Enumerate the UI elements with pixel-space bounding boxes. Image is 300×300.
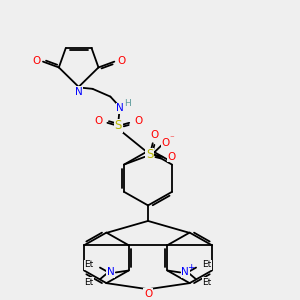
- Text: O: O: [161, 138, 170, 148]
- Text: S: S: [115, 119, 122, 132]
- Text: O: O: [134, 116, 142, 126]
- Text: Et: Et: [202, 278, 212, 287]
- Text: H: H: [124, 99, 130, 108]
- Text: O: O: [167, 152, 176, 162]
- Text: N: N: [181, 267, 189, 278]
- Text: O: O: [94, 116, 103, 126]
- Text: Et: Et: [202, 260, 212, 269]
- Text: N: N: [75, 87, 83, 97]
- Text: O: O: [151, 130, 159, 140]
- Text: +: +: [187, 263, 195, 272]
- Text: O: O: [32, 56, 40, 66]
- Text: O: O: [144, 289, 152, 299]
- Text: Et: Et: [85, 260, 94, 269]
- Text: O: O: [117, 56, 125, 66]
- Text: Et: Et: [85, 278, 94, 287]
- Text: N: N: [107, 267, 115, 278]
- Text: S: S: [146, 148, 153, 161]
- Text: N: N: [116, 103, 124, 113]
- Text: ⁻: ⁻: [169, 134, 174, 143]
